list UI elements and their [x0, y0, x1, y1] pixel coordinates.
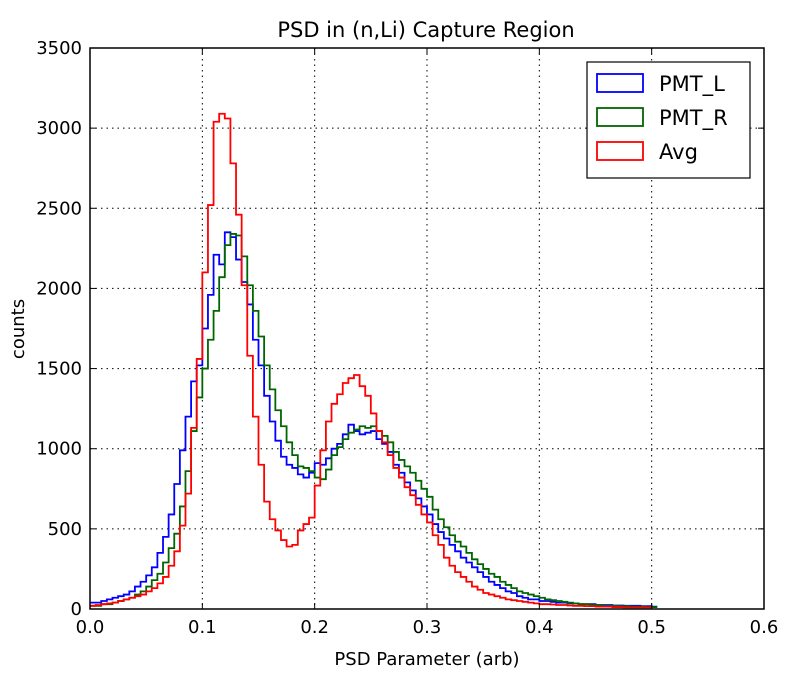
legend-swatch-pmt-l	[596, 73, 644, 93]
legend-label-pmt-l: PMT_L	[659, 72, 725, 97]
y-tick-label: 3500	[36, 38, 82, 59]
x-tick-label: 0.6	[750, 617, 779, 638]
x-tick-label: 0.0	[76, 617, 105, 638]
x-tick-label: 0.5	[637, 617, 666, 638]
series-layer	[90, 112, 658, 609]
series-pmt-r-line	[90, 233, 658, 608]
legend-box	[586, 61, 751, 179]
legend-label-avg: Avg	[659, 140, 698, 164]
y-tick-label: 0	[71, 599, 82, 620]
y-tick-label: 2500	[36, 198, 82, 219]
x-tick-label: 0.3	[413, 617, 442, 638]
series-avg-line	[90, 112, 652, 609]
y-tick-label: 1500	[36, 359, 82, 380]
x-tick-label: 0.4	[525, 617, 554, 638]
y-tick-label: 1000	[36, 439, 82, 460]
y-axis-label: counts	[8, 299, 29, 359]
legend: PMT_L PMT_R Avg	[586, 61, 751, 179]
x-axis-label: PSD Parameter (arb)	[334, 649, 519, 670]
x-tick-label: 0.1	[188, 617, 217, 638]
axis-ticks: 0.0 0.1 0.2 0.3 0.4 0.5 0.6 0 500 1000 1500 2000 250…	[36, 38, 778, 638]
x-tick-label: 0.2	[300, 617, 329, 638]
legend-label-pmt-r: PMT_R	[659, 106, 728, 131]
legend-swatch-pmt-r	[596, 107, 644, 127]
y-tick-label: 500	[48, 519, 82, 540]
y-tick-label: 3000	[36, 118, 82, 139]
chart-title: PSD in (n,Li) Capture Region	[277, 18, 574, 42]
legend-swatch-avg	[596, 141, 644, 161]
series-pmt-l-line	[90, 231, 658, 608]
y-tick-label: 2000	[36, 278, 82, 299]
